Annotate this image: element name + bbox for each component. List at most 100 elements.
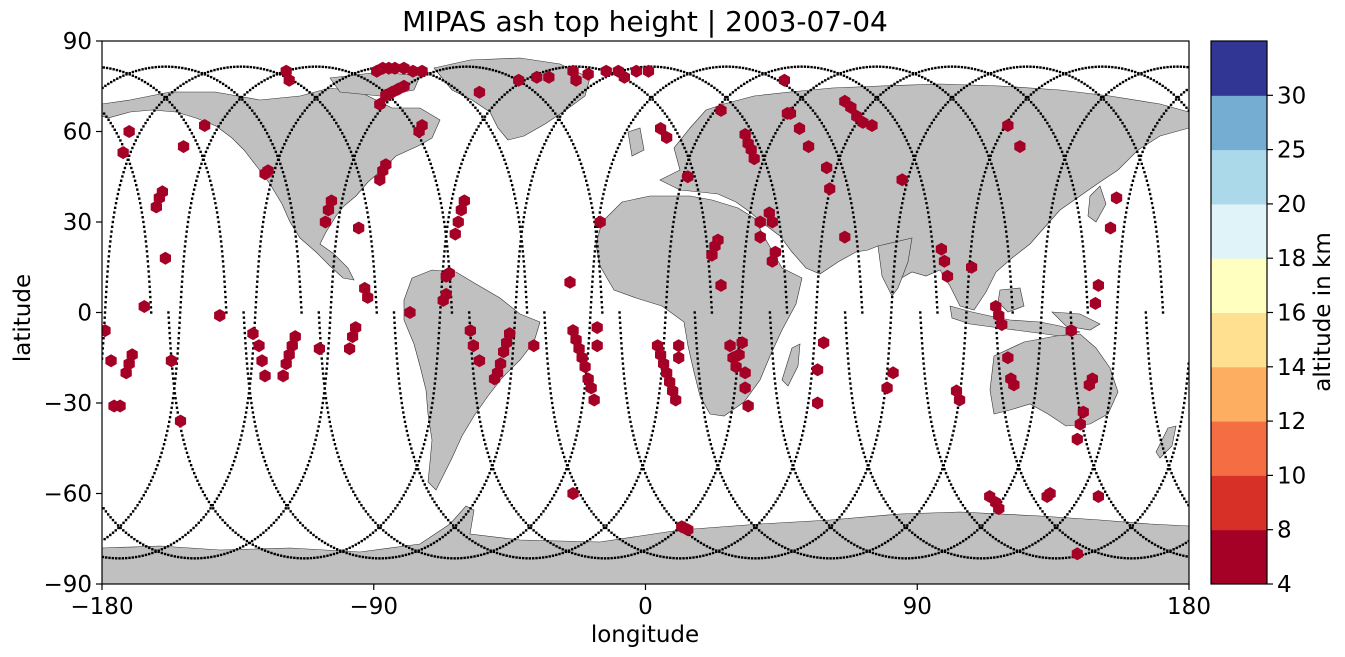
orbit-sample-point: [179, 295, 183, 299]
orbit-sample-point: [315, 535, 318, 539]
orbit-sample-point: [512, 336, 516, 340]
orbit-sample-point: [218, 230, 222, 233]
orbit-sample-point: [1113, 352, 1116, 355]
orbit-sample-point: [145, 545, 148, 548]
orbit-sample-point: [1096, 475, 1100, 479]
orbit-sample-point: [154, 549, 157, 552]
orbit-sample-point: [165, 434, 168, 437]
orbit-sample-point: [830, 75, 833, 79]
orbit-sample-point: [595, 235, 598, 238]
orbit-sample-point: [888, 342, 891, 345]
orbit-sample-point: [154, 550, 157, 554]
orbit-sample-point: [455, 179, 458, 182]
orbit-sample-point: [925, 541, 928, 545]
orbit-sample-point: [215, 206, 218, 210]
orbit-sample-point: [250, 362, 254, 365]
orbit-sample-point: [289, 510, 292, 513]
ash-detection-point: [344, 342, 356, 356]
orbit-sample-point: [620, 139, 623, 142]
orbit-sample-point: [1037, 362, 1040, 365]
orbit-sample-point: [755, 179, 759, 182]
orbit-sample-point: [936, 479, 939, 483]
orbit-sample-point: [849, 500, 852, 504]
orbit-sample-point: [432, 74, 435, 77]
orbit-sample-point: [964, 321, 968, 324]
orbit-sample-point: [346, 175, 350, 178]
orbit-sample-point: [343, 188, 346, 191]
orbit-sample-point: [1159, 438, 1163, 442]
orbit-sample-point: [922, 503, 926, 507]
orbit-sample-point: [1104, 65, 1107, 68]
orbit-sample-point: [1048, 216, 1052, 219]
orbit-sample-point: [248, 382, 252, 385]
orbit-sample-point: [582, 396, 585, 400]
orbit-sample-point: [321, 372, 325, 375]
orbit-sample-point: [216, 554, 220, 557]
orbit-sample-point: [134, 507, 137, 510]
orbit-sample-point: [1054, 188, 1057, 191]
orbit-sample-point: [610, 73, 614, 76]
orbit-sample-point: [233, 103, 236, 107]
orbit-sample-point: [525, 301, 528, 304]
orbit-sample-point: [623, 382, 627, 385]
orbit-sample-point: [884, 555, 888, 558]
orbit-sample-point: [734, 382, 737, 385]
orbit-sample-point: [469, 139, 473, 142]
orbit-sample-point: [905, 75, 908, 79]
orbit-sample-point: [185, 451, 189, 455]
orbit-sample-point: [167, 321, 171, 324]
orbit-sample-point: [597, 260, 601, 263]
orbit-sample-point: [1158, 118, 1161, 122]
orbit-sample-point: [313, 98, 316, 101]
orbit-sample-point: [519, 230, 522, 233]
orbit-sample-point: [930, 235, 933, 238]
orbit-sample-point: [363, 197, 367, 200]
orbit-sample-point: [435, 183, 439, 187]
orbit-sample-point: [456, 175, 459, 178]
orbit-sample-point: [377, 526, 380, 530]
orbit-sample-point: [1183, 401, 1186, 405]
orbit-sample-point: [182, 438, 185, 442]
orbit-sample-point: [599, 521, 603, 524]
ash-detection-point: [739, 366, 751, 380]
orbit-sample-point: [432, 541, 436, 545]
orbit-sample-point: [514, 311, 517, 314]
orbit-sample-point: [974, 79, 977, 82]
orbit-sample-point: [480, 429, 484, 433]
orbit-sample-point: [641, 464, 644, 467]
orbit-sample-point: [522, 518, 525, 522]
orbit-sample-point: [1023, 447, 1026, 450]
orbit-sample-point: [130, 535, 133, 539]
orbit-sample-point: [349, 166, 352, 170]
orbit-sample-point: [653, 420, 656, 424]
orbit-sample-point: [720, 475, 724, 479]
orbit-sample-point: [627, 125, 631, 128]
orbit-sample-point: [730, 411, 733, 414]
orbit-sample-point: [569, 455, 572, 459]
orbit-sample-point: [604, 526, 608, 530]
orbit-sample-point: [841, 535, 844, 539]
orbit-sample-point: [778, 225, 782, 229]
orbit-sample-point: [551, 554, 555, 557]
orbit-sample-point: [1152, 211, 1155, 214]
orbit-sample-point: [367, 125, 371, 128]
orbit-sample-point: [449, 285, 452, 289]
orbit-sample-point: [355, 166, 359, 170]
orbit-sample-point: [1172, 451, 1175, 455]
orbit-sample-point: [539, 150, 543, 154]
orbit-sample-point: [934, 275, 937, 278]
orbit-sample-point: [255, 295, 258, 299]
orbit-sample-point: [259, 240, 262, 243]
orbit-sample-point: [955, 415, 958, 419]
orbit-sample-point: [1182, 65, 1186, 69]
orbit-sample-point: [190, 557, 193, 560]
orbit-sample-point: [1043, 82, 1047, 86]
orbit-sample-point: [1073, 135, 1076, 139]
orbit-sample-point: [1167, 88, 1170, 92]
orbit-sample-point: [111, 125, 114, 128]
ash-detection-point: [778, 73, 790, 87]
orbit-sample-point: [1166, 549, 1169, 552]
orbit-sample-point: [666, 66, 670, 70]
orbit-sample-point: [548, 68, 551, 72]
orbit-sample-point: [963, 555, 966, 559]
